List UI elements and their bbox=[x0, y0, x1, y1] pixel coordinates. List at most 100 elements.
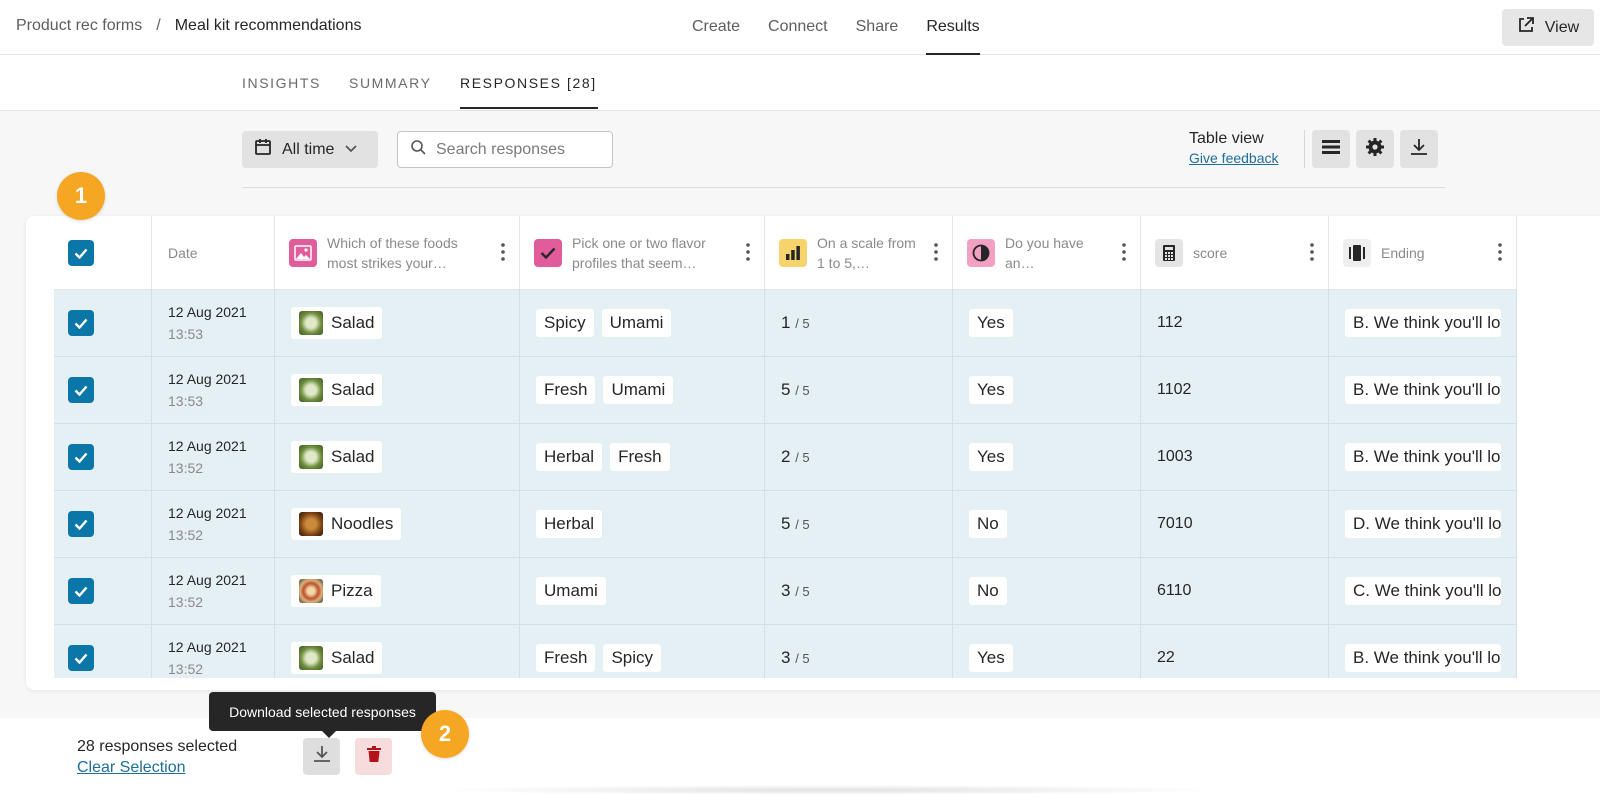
row-checkbox[interactable] bbox=[68, 310, 94, 336]
column-menu-icon[interactable] bbox=[746, 243, 750, 261]
step-badge-2: 2 bbox=[421, 710, 469, 758]
breadcrumb-current: Meal kit recommendations bbox=[174, 17, 362, 34]
yesno-tag: No bbox=[969, 577, 1007, 605]
ending-value: B. We think you'll love bbox=[1345, 309, 1501, 337]
yesno-tag: Yes bbox=[969, 443, 1013, 471]
toolbar-divider bbox=[1304, 130, 1305, 168]
salad-thumbnail bbox=[299, 311, 323, 335]
table-row[interactable]: 12 Aug 2021 13:53 Salad Fresh Umami 5 / 5 … bbox=[54, 357, 1517, 424]
flavor-tag: Umami bbox=[603, 376, 674, 404]
yesno-tag: Yes bbox=[969, 309, 1013, 337]
scale-value: 3 / 5 bbox=[781, 581, 810, 600]
row-time: 13:52 bbox=[168, 594, 204, 610]
download-icon bbox=[313, 745, 331, 768]
row-time: 13:52 bbox=[168, 460, 204, 476]
tab-summary[interactable]: SUMMARY bbox=[349, 75, 432, 91]
table-row[interactable]: 12 Aug 2021 13:52 Pizza Umami 3 / 5 No 61… bbox=[54, 558, 1517, 625]
row-date: 12 Aug 2021 bbox=[168, 505, 247, 521]
tab-insights[interactable]: INSIGHTS bbox=[242, 75, 321, 91]
tab-responses[interactable]: RESPONSES [28] bbox=[460, 75, 597, 91]
chevron-down-icon bbox=[344, 141, 358, 159]
active-tab-indicator bbox=[460, 107, 598, 109]
rows-icon bbox=[1322, 139, 1340, 160]
scale-value: 5 / 5 bbox=[781, 514, 810, 533]
calculator-icon bbox=[1155, 239, 1183, 267]
header-q1[interactable]: Which of these foods most strikes your… bbox=[275, 216, 520, 290]
delete-selected-button[interactable] bbox=[355, 738, 392, 775]
view-button-label: View bbox=[1544, 18, 1580, 36]
date-filter-label: All time bbox=[282, 140, 335, 158]
ending-value: B. We think you'll love bbox=[1345, 644, 1501, 672]
column-menu-icon[interactable] bbox=[1310, 243, 1314, 261]
search-input[interactable] bbox=[436, 140, 606, 159]
ending-value: B. We think you'll love bbox=[1345, 443, 1501, 471]
flavor-tag: Umami bbox=[601, 309, 672, 337]
scale-value: 5 / 5 bbox=[781, 380, 810, 399]
header-date[interactable]: Date bbox=[152, 216, 275, 290]
table-row[interactable]: 12 Aug 2021 13:52 Salad Fresh Spicy 3 / 5 … bbox=[54, 625, 1517, 678]
row-density-button[interactable] bbox=[1312, 130, 1350, 168]
row-checkbox[interactable] bbox=[68, 377, 94, 403]
flavor-tag: Fresh bbox=[536, 376, 596, 404]
row-checkbox[interactable] bbox=[68, 511, 94, 537]
row-checkbox[interactable] bbox=[68, 645, 94, 671]
table-row[interactable]: 12 Aug 2021 13:52 Noodles Herbal 5 / 5 No… bbox=[54, 491, 1517, 558]
header-q4[interactable]: Do you have an… bbox=[953, 216, 1141, 290]
column-menu-icon[interactable] bbox=[501, 243, 505, 261]
header-ending[interactable]: Ending bbox=[1329, 216, 1517, 290]
settings-button[interactable] bbox=[1356, 130, 1394, 168]
nav-connect[interactable]: Connect bbox=[768, 18, 828, 35]
noodles-thumbnail bbox=[299, 512, 323, 536]
breadcrumb: Product rec forms / Meal kit recommendat… bbox=[16, 17, 361, 35]
nav-results[interactable]: Results bbox=[926, 0, 980, 55]
header-q3[interactable]: On a scale from 1 to 5,… bbox=[765, 216, 953, 290]
table-view-info: Table view Give feedback bbox=[1189, 130, 1279, 166]
yes-no-icon bbox=[967, 239, 995, 267]
flavor-tag: Fresh bbox=[536, 644, 596, 672]
selection-count: 28 responses selected bbox=[77, 738, 238, 755]
search-box bbox=[397, 131, 613, 168]
give-feedback-link[interactable]: Give feedback bbox=[1189, 150, 1279, 166]
select-all-checkbox[interactable] bbox=[68, 240, 94, 266]
row-checkbox[interactable] bbox=[68, 444, 94, 470]
score-value: 22 bbox=[1141, 625, 1329, 678]
header-score[interactable]: score bbox=[1141, 216, 1329, 290]
nav-share[interactable]: Share bbox=[855, 18, 899, 35]
table-body: 12 Aug 2021 13:53 Salad Spicy Umami 1 / 5 … bbox=[54, 290, 1517, 678]
table-row[interactable]: 12 Aug 2021 13:52 Salad Herbal Fresh 2 / 5… bbox=[54, 424, 1517, 491]
salad-thumbnail bbox=[299, 646, 323, 670]
row-time: 13:53 bbox=[168, 393, 204, 409]
nav-create[interactable]: Create bbox=[692, 18, 741, 35]
flavor-tag: Umami bbox=[536, 577, 606, 605]
column-menu-icon[interactable] bbox=[1498, 243, 1502, 261]
header-score-label: score bbox=[1193, 245, 1228, 261]
food-tag: Salad bbox=[291, 374, 383, 406]
row-time: 13:53 bbox=[168, 326, 204, 342]
date-filter-dropdown[interactable]: All time bbox=[242, 131, 378, 168]
clear-selection-link[interactable]: Clear Selection bbox=[77, 759, 186, 776]
column-menu-icon[interactable] bbox=[934, 243, 938, 261]
row-time: 13:52 bbox=[168, 527, 204, 543]
opinion-scale-icon bbox=[779, 239, 807, 267]
score-value: 1003 bbox=[1141, 424, 1329, 490]
table-row[interactable]: 12 Aug 2021 13:53 Salad Spicy Umami 1 / 5 … bbox=[54, 290, 1517, 357]
header-q3-label: On a scale from 1 to 5,… bbox=[817, 235, 916, 271]
top-nav: Create Connect Share Results bbox=[692, 0, 980, 55]
header-q2[interactable]: Pick one or two flavor profiles that see… bbox=[520, 216, 765, 290]
scale-value: 3 / 5 bbox=[781, 648, 810, 667]
breadcrumb-parent[interactable]: Product rec forms bbox=[16, 17, 143, 34]
view-button[interactable]: View bbox=[1502, 9, 1594, 46]
flavor-tag: Spicy bbox=[536, 309, 594, 337]
step-badge-1: 1 bbox=[57, 172, 105, 220]
download-selected-button[interactable] bbox=[303, 738, 340, 775]
flavor-tag: Herbal bbox=[536, 443, 603, 471]
flavor-tag: Fresh bbox=[610, 443, 670, 471]
header-ending-label: Ending bbox=[1381, 245, 1425, 261]
row-checkbox[interactable] bbox=[68, 578, 94, 604]
column-menu-icon[interactable] bbox=[1122, 243, 1126, 261]
search-icon bbox=[410, 139, 426, 160]
download-icon bbox=[1410, 138, 1428, 161]
top-bar: Product rec forms / Meal kit recommendat… bbox=[0, 0, 1600, 55]
download-button[interactable] bbox=[1400, 130, 1438, 168]
multiple-choice-icon bbox=[534, 239, 562, 267]
